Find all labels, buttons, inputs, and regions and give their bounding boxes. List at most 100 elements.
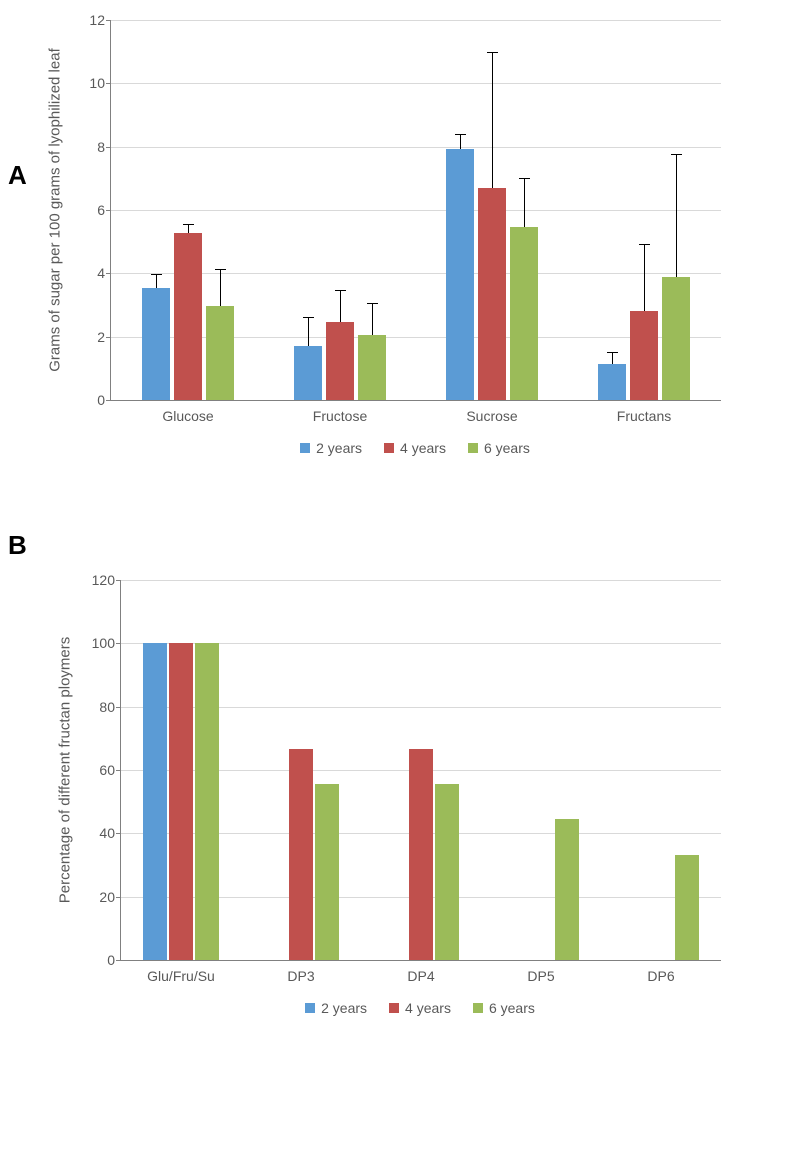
ytick-label: 12 bbox=[89, 12, 111, 28]
panel-b-label: B bbox=[8, 530, 27, 561]
ytick-label: 80 bbox=[99, 699, 121, 715]
legend-swatch bbox=[305, 1003, 315, 1013]
xtick-label: DP4 bbox=[407, 960, 434, 984]
bar bbox=[510, 227, 538, 400]
legend-label: 6 years bbox=[484, 440, 530, 456]
bar bbox=[315, 784, 339, 960]
ytick-label: 8 bbox=[97, 139, 111, 155]
legend-item: 6 years bbox=[473, 1000, 535, 1016]
errorbar bbox=[492, 52, 493, 188]
errorbar bbox=[372, 303, 373, 335]
chartB-plot-area: 020406080100120Glu/Fru/SuDP3DP4DP5DP6 bbox=[120, 580, 721, 961]
ytick-label: 6 bbox=[97, 202, 111, 218]
gridline bbox=[111, 147, 721, 148]
y-axis-label: Percentage of different fructan ploymers bbox=[57, 637, 74, 904]
bar bbox=[555, 819, 579, 960]
legend-label: 4 years bbox=[405, 1000, 451, 1016]
legend-item: 4 years bbox=[389, 1000, 451, 1016]
errorbar-cap bbox=[215, 269, 226, 270]
bar bbox=[174, 233, 202, 400]
bar bbox=[630, 311, 658, 400]
ytick-label: 60 bbox=[99, 762, 121, 778]
ytick-label: 100 bbox=[92, 635, 121, 651]
legend-label: 2 years bbox=[316, 440, 362, 456]
ytick-label: 0 bbox=[97, 392, 111, 408]
bar bbox=[294, 346, 322, 400]
gridline bbox=[111, 83, 721, 84]
chartA-plot-area: 024681012GlucoseFructoseSucroseFructans bbox=[110, 20, 721, 401]
legend-swatch bbox=[300, 443, 310, 453]
bar bbox=[169, 643, 193, 960]
bar bbox=[195, 643, 219, 960]
errorbar bbox=[340, 290, 341, 322]
legend-item: 2 years bbox=[305, 1000, 367, 1016]
legend-swatch bbox=[384, 443, 394, 453]
y-axis-label: Grams of sugar per 100 grams of lyophili… bbox=[47, 48, 64, 372]
errorbar-cap bbox=[671, 154, 682, 155]
ytick-label: 0 bbox=[107, 952, 121, 968]
errorbar-cap bbox=[335, 290, 346, 291]
chartB-legend: 2 years 4 years 6 years bbox=[120, 1000, 720, 1016]
legend-item: 4 years bbox=[384, 440, 446, 456]
xtick-label: DP6 bbox=[647, 960, 674, 984]
bar bbox=[142, 288, 170, 400]
ytick-label: 10 bbox=[89, 75, 111, 91]
errorbar-cap bbox=[487, 52, 498, 53]
errorbar-cap bbox=[639, 244, 650, 245]
legend-item: 6 years bbox=[468, 440, 530, 456]
bar bbox=[143, 643, 167, 960]
errorbar bbox=[644, 244, 645, 311]
bar bbox=[326, 322, 354, 400]
xtick-label: DP5 bbox=[527, 960, 554, 984]
errorbar-cap bbox=[151, 274, 162, 275]
bar bbox=[409, 749, 433, 960]
xtick-label: Glucose bbox=[162, 400, 213, 424]
bar bbox=[206, 306, 234, 400]
xtick-label: Sucrose bbox=[466, 400, 517, 424]
errorbar bbox=[156, 274, 157, 288]
legend-label: 4 years bbox=[400, 440, 446, 456]
panel-a-label: A bbox=[8, 160, 27, 191]
errorbar-cap bbox=[455, 134, 466, 135]
legend-swatch bbox=[473, 1003, 483, 1013]
ytick-label: 120 bbox=[92, 572, 121, 588]
bar bbox=[662, 277, 690, 400]
xtick-label: Fructose bbox=[313, 400, 367, 424]
errorbar bbox=[188, 224, 189, 234]
errorbar bbox=[676, 154, 677, 278]
errorbar-cap bbox=[607, 352, 618, 353]
legend-swatch bbox=[389, 1003, 399, 1013]
bar bbox=[675, 855, 699, 960]
bar bbox=[446, 149, 474, 400]
legend-item: 2 years bbox=[300, 440, 362, 456]
bar bbox=[598, 364, 626, 400]
xtick-label: Fructans bbox=[617, 400, 671, 424]
gridline bbox=[111, 210, 721, 211]
errorbar-cap bbox=[183, 224, 194, 225]
chartA-legend: 2 years 4 years 6 years bbox=[110, 440, 720, 456]
errorbar bbox=[220, 269, 221, 306]
xtick-label: Glu/Fru/Su bbox=[147, 960, 215, 984]
bar bbox=[358, 335, 386, 400]
bar bbox=[289, 749, 313, 960]
errorbar bbox=[308, 317, 309, 346]
ytick-label: 2 bbox=[97, 329, 111, 345]
gridline bbox=[121, 580, 721, 581]
legend-label: 2 years bbox=[321, 1000, 367, 1016]
errorbar bbox=[524, 178, 525, 226]
errorbar bbox=[460, 134, 461, 149]
errorbar-cap bbox=[303, 317, 314, 318]
gridline bbox=[111, 20, 721, 21]
bar bbox=[435, 784, 459, 960]
bar bbox=[478, 188, 506, 400]
ytick-label: 40 bbox=[99, 825, 121, 841]
ytick-label: 4 bbox=[97, 265, 111, 281]
xtick-label: DP3 bbox=[287, 960, 314, 984]
errorbar bbox=[612, 352, 613, 365]
legend-swatch bbox=[468, 443, 478, 453]
errorbar-cap bbox=[519, 178, 530, 179]
legend-label: 6 years bbox=[489, 1000, 535, 1016]
ytick-label: 20 bbox=[99, 889, 121, 905]
errorbar-cap bbox=[367, 303, 378, 304]
gridline bbox=[111, 273, 721, 274]
